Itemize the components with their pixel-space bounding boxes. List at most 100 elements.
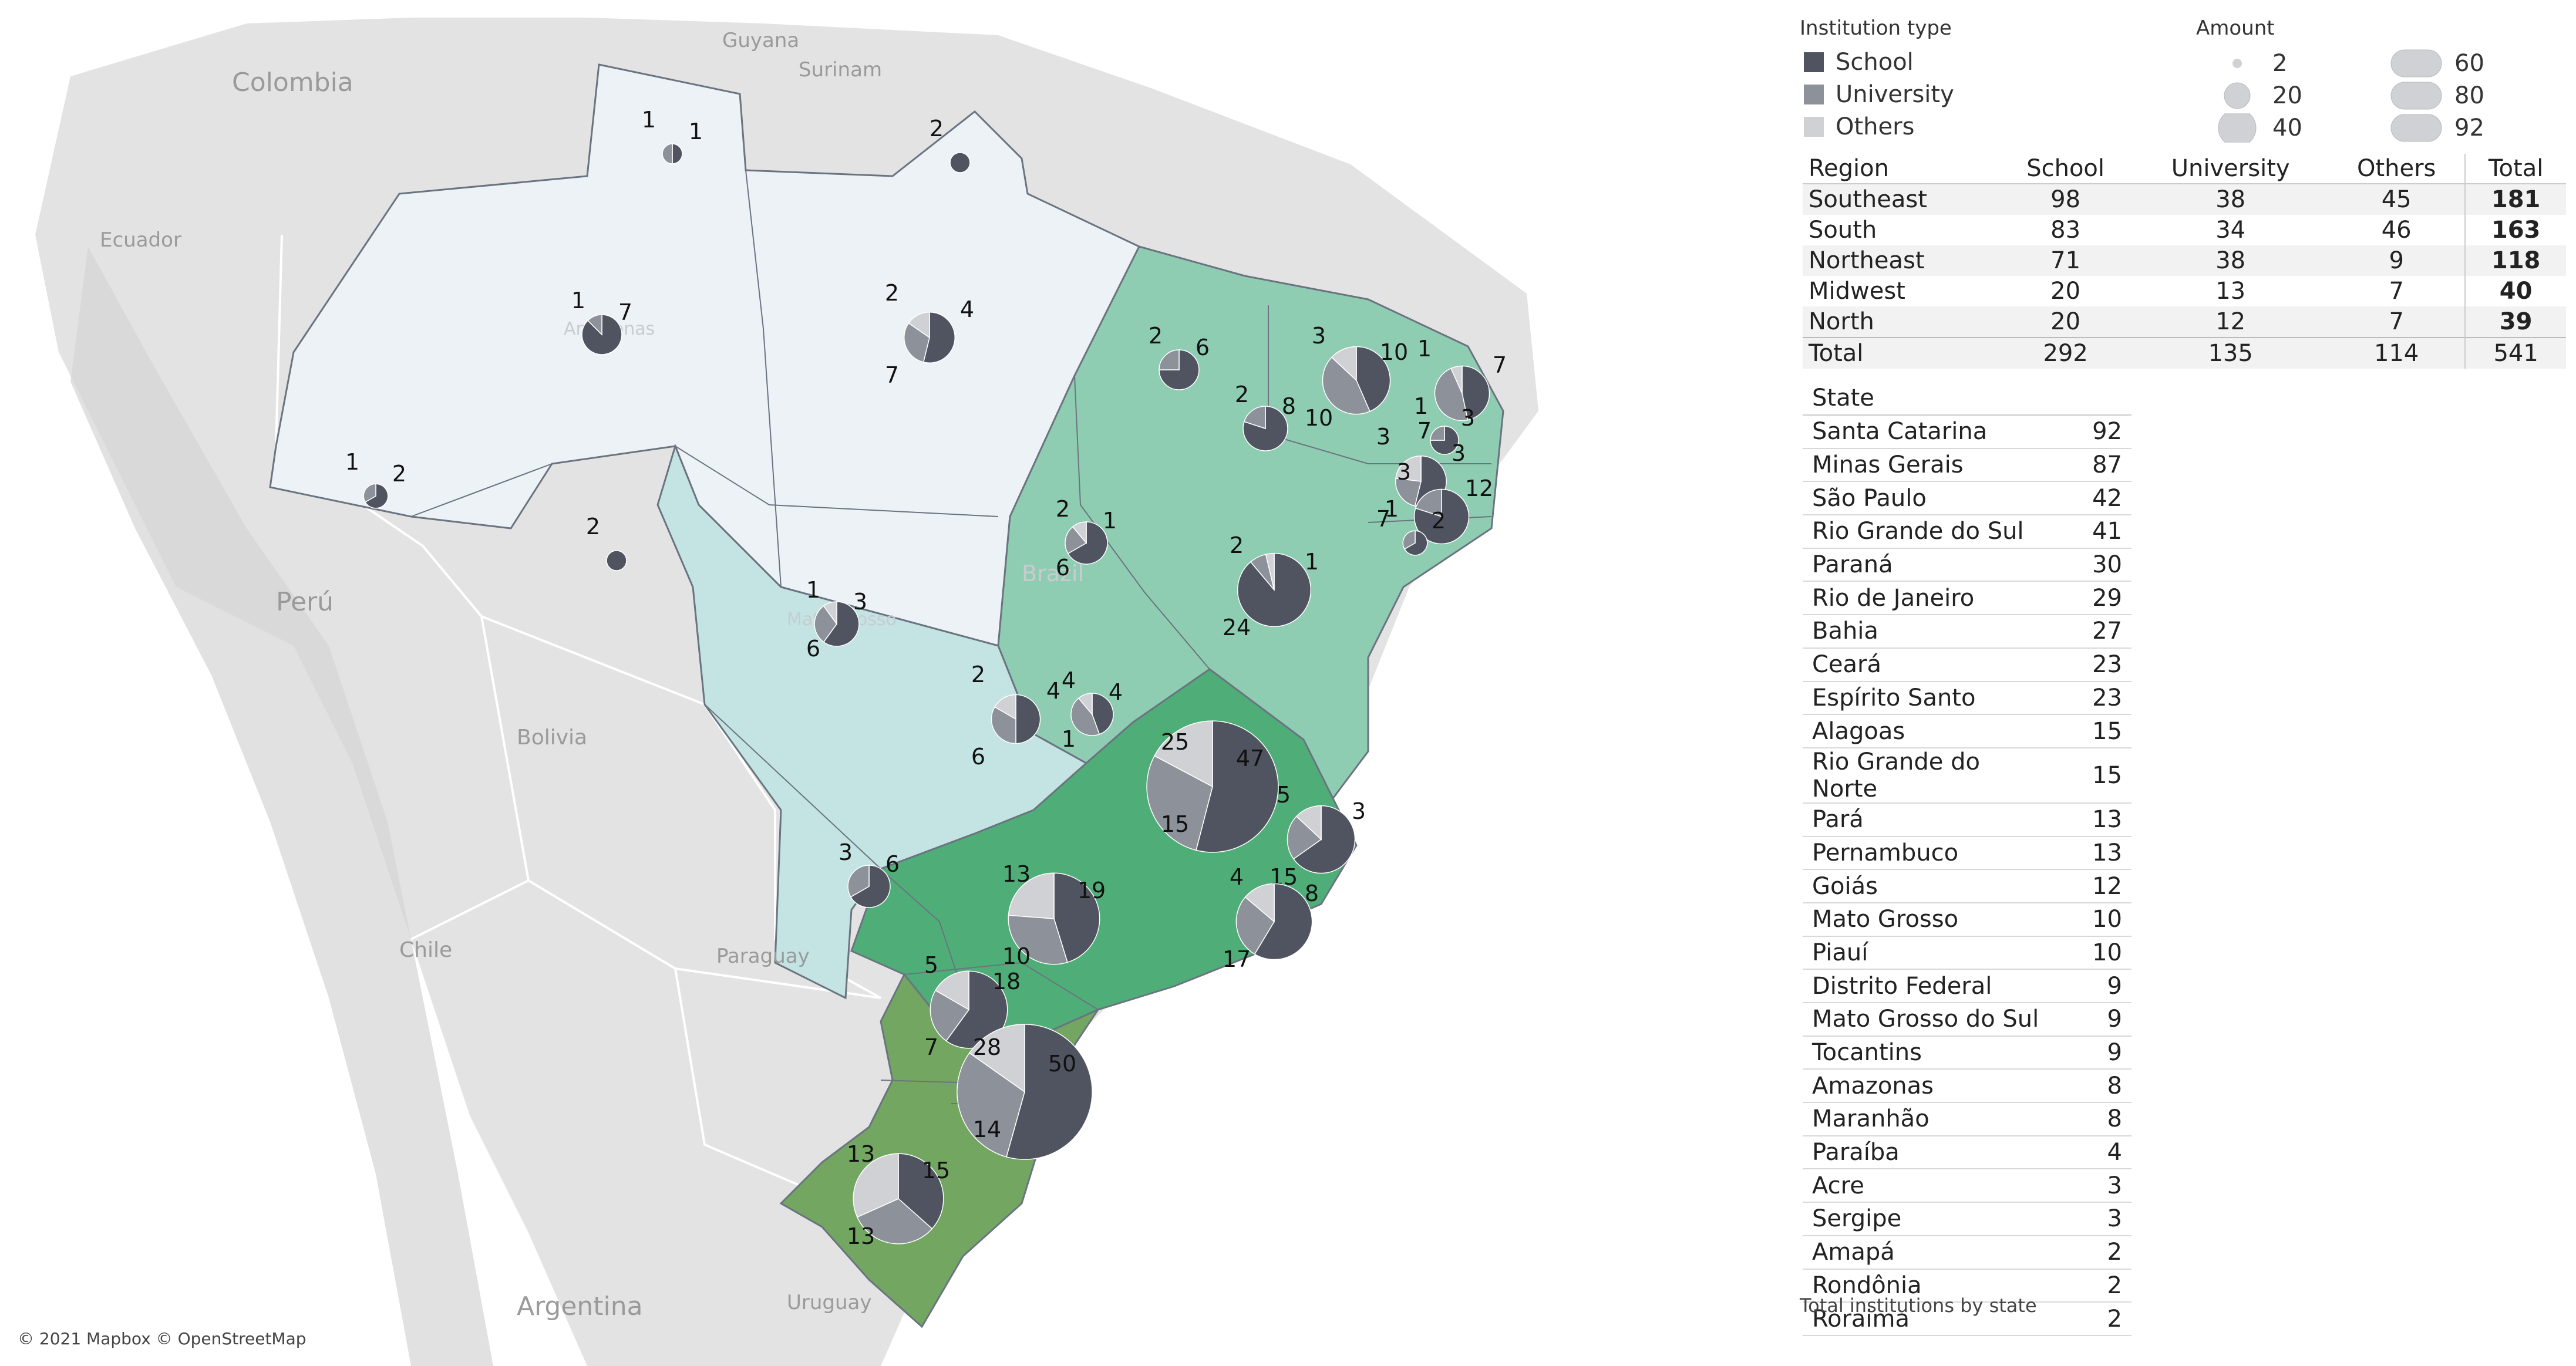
map-canvas[interactable]: Guyana Surinam Colombia Ecuador Perú Bol… <box>0 0 1791 1366</box>
state-row[interactable]: Tocantins 9 <box>1803 1036 2131 1070</box>
region-row[interactable]: Southeast 98 38 45 181 <box>1803 184 2566 215</box>
region-value-cell: 13 <box>2215 278 2246 305</box>
pie-value-label: 1 <box>571 288 585 313</box>
state-row[interactable]: Distrito Federal 9 <box>1803 969 2131 1003</box>
region-row[interactable]: Northeast 71 38 9 118 <box>1803 245 2566 276</box>
col-school[interactable]: School <box>1998 154 2133 184</box>
pie-distrito-federal[interactable]: 4 4 1 <box>1062 667 1123 752</box>
map-view[interactable]: Guyana Surinam Colombia Ecuador Perú Bol… <box>0 0 1791 1366</box>
pie-minas-gerais[interactable]: 25 47 15 <box>1146 720 1279 853</box>
pie-santa-catarina[interactable]: 28 50 14 <box>957 1024 1093 1160</box>
state-row[interactable]: Acre 3 <box>1803 1169 2131 1203</box>
pie-mato-grosso[interactable]: 1 3 6 <box>806 577 867 662</box>
state-row[interactable]: Maranhão 8 <box>1803 1102 2131 1136</box>
state-row[interactable]: Rondônia 2 <box>1803 1269 2131 1303</box>
state-row[interactable]: Rio de Janeiro 29 <box>1803 581 2131 616</box>
pie-value-label: 13 <box>847 1141 875 1167</box>
pie-slice <box>823 601 837 626</box>
region-total-row[interactable]: Total 292 135 114 541 <box>1803 337 2566 369</box>
region-value-cell: 9 <box>2328 245 2466 276</box>
pie-slice <box>1008 872 1055 919</box>
state-row[interactable]: São Paulo 42 <box>1803 481 2131 516</box>
pie-slice <box>1235 896 1275 955</box>
col-others[interactable]: Others <box>2328 154 2466 184</box>
pie-slice <box>1331 346 1357 382</box>
region-value-cell: 45 <box>2328 184 2466 215</box>
state-row[interactable]: Roraima 2 <box>1803 1302 2131 1336</box>
pie-slice <box>1265 552 1275 591</box>
label-bolivia: Bolivia <box>517 726 587 750</box>
pie-bahia[interactable]: 2 1 24 <box>1223 532 1319 640</box>
map-attribution[interactable]: © 2021 Mapbox © OpenStreetMap <box>18 1329 307 1348</box>
state-row[interactable]: Bahia 27 <box>1803 615 2131 649</box>
state-row[interactable]: Pernambuco 13 <box>1803 836 2131 871</box>
state-row[interactable]: Rio Grande do Norte 15 <box>1803 747 2131 804</box>
pie-value-label: 7 <box>885 362 899 388</box>
state-count-cell: 92 <box>2060 415 2131 449</box>
pie-tocantins[interactable]: 2 1 6 <box>1056 496 1117 581</box>
pie-goi-s[interactable]: 2 4 6 <box>971 662 1060 770</box>
col-university[interactable]: University <box>2133 154 2329 184</box>
pie-rond-nia[interactable]: 2 <box>586 514 627 571</box>
region-row[interactable]: Midwest 20 13 7 40 <box>1803 276 2566 306</box>
pie-slice <box>1065 526 1087 555</box>
state-row[interactable]: Paraíba 4 <box>1803 1135 2131 1170</box>
pie-s-o-paulo[interactable]: 13 19 10 <box>1002 861 1106 969</box>
state-count-cell: 3 <box>2060 1202 2131 1236</box>
state-table: State Santa Catarina 92 Minas Gerais 87 São … <box>1803 382 2131 1336</box>
pie-amap-[interactable]: 2 <box>930 116 971 173</box>
state-row[interactable]: Pará 13 <box>1803 802 2131 837</box>
legend-item-university[interactable]: University <box>1804 81 1954 108</box>
region-row[interactable]: South 83 34 46 163 <box>1803 215 2566 245</box>
state-row[interactable]: Minas Gerais 87 <box>1803 448 2131 483</box>
state-row[interactable]: Piauí 10 <box>1803 936 2131 970</box>
state-row[interactable]: Sergipe 3 <box>1803 1202 2131 1236</box>
pie-paran-[interactable]: 5 18 7 <box>924 952 1021 1060</box>
pie-slice <box>1403 530 1428 556</box>
col-total[interactable]: Total <box>2464 154 2566 184</box>
state-count-cell: 13 <box>2060 836 2131 871</box>
legend-swatch-university <box>1804 85 1824 104</box>
region-value-cell: 38 <box>2133 184 2329 215</box>
pie-value-label: 6 <box>885 851 900 877</box>
pie-rio-de-janeiro[interactable]: 4 8 17 <box>1223 864 1319 972</box>
state-row[interactable]: Mato Grosso do Sul 9 <box>1803 1003 2131 1037</box>
state-row[interactable]: Amapá 2 <box>1803 1235 2131 1270</box>
state-row[interactable]: Mato Grosso 10 <box>1803 902 2131 937</box>
grand-total-label: Total <box>1803 337 1998 369</box>
state-row[interactable]: Amazonas 8 <box>1803 1069 2131 1104</box>
pie-value-label: 5 <box>1277 782 1291 808</box>
state-row[interactable]: Alagoas 15 <box>1803 714 2131 748</box>
legend-amount-2: 2 <box>2214 49 2287 78</box>
pie-slice <box>1196 720 1279 853</box>
pie-cear-[interactable]: 3 10 10 <box>1305 323 1408 431</box>
state-table-header[interactable]: State <box>1803 382 2131 416</box>
pie-slice <box>1092 693 1114 735</box>
grand-total-cell: 114 <box>2328 337 2466 369</box>
state-row[interactable]: Paraná 30 <box>1803 548 2131 582</box>
pie-rio-grande-do-norte[interactable]: 177 <box>1417 336 1507 444</box>
legend-item-school[interactable]: School <box>1804 49 1914 76</box>
pie-par-[interactable]: 2 4 7 <box>885 280 974 388</box>
region-row[interactable]: North 20 12 7 39 <box>1803 306 2566 338</box>
pie-value-label: 1 <box>1385 496 1399 522</box>
state-row[interactable]: Ceará 23 <box>1803 647 2131 682</box>
state-row[interactable]: Espírito Santo 23 <box>1803 681 2131 716</box>
col-region[interactable]: Region <box>1803 154 1998 184</box>
pie-rio-grande-do-sul[interactable]: 13 15 13 <box>847 1141 950 1249</box>
pie-value-label: 24 <box>1223 615 1251 640</box>
state-row[interactable]: Goiás 12 <box>1803 869 2131 903</box>
state-row[interactable]: Rio Grande do Sul 41 <box>1803 515 2131 549</box>
state-row[interactable]: Santa Catarina 92 <box>1803 415 2131 449</box>
pie-alagoas[interactable]: 3 12 <box>1397 459 1493 545</box>
legend-item-others[interactable]: Others <box>1804 113 1914 140</box>
